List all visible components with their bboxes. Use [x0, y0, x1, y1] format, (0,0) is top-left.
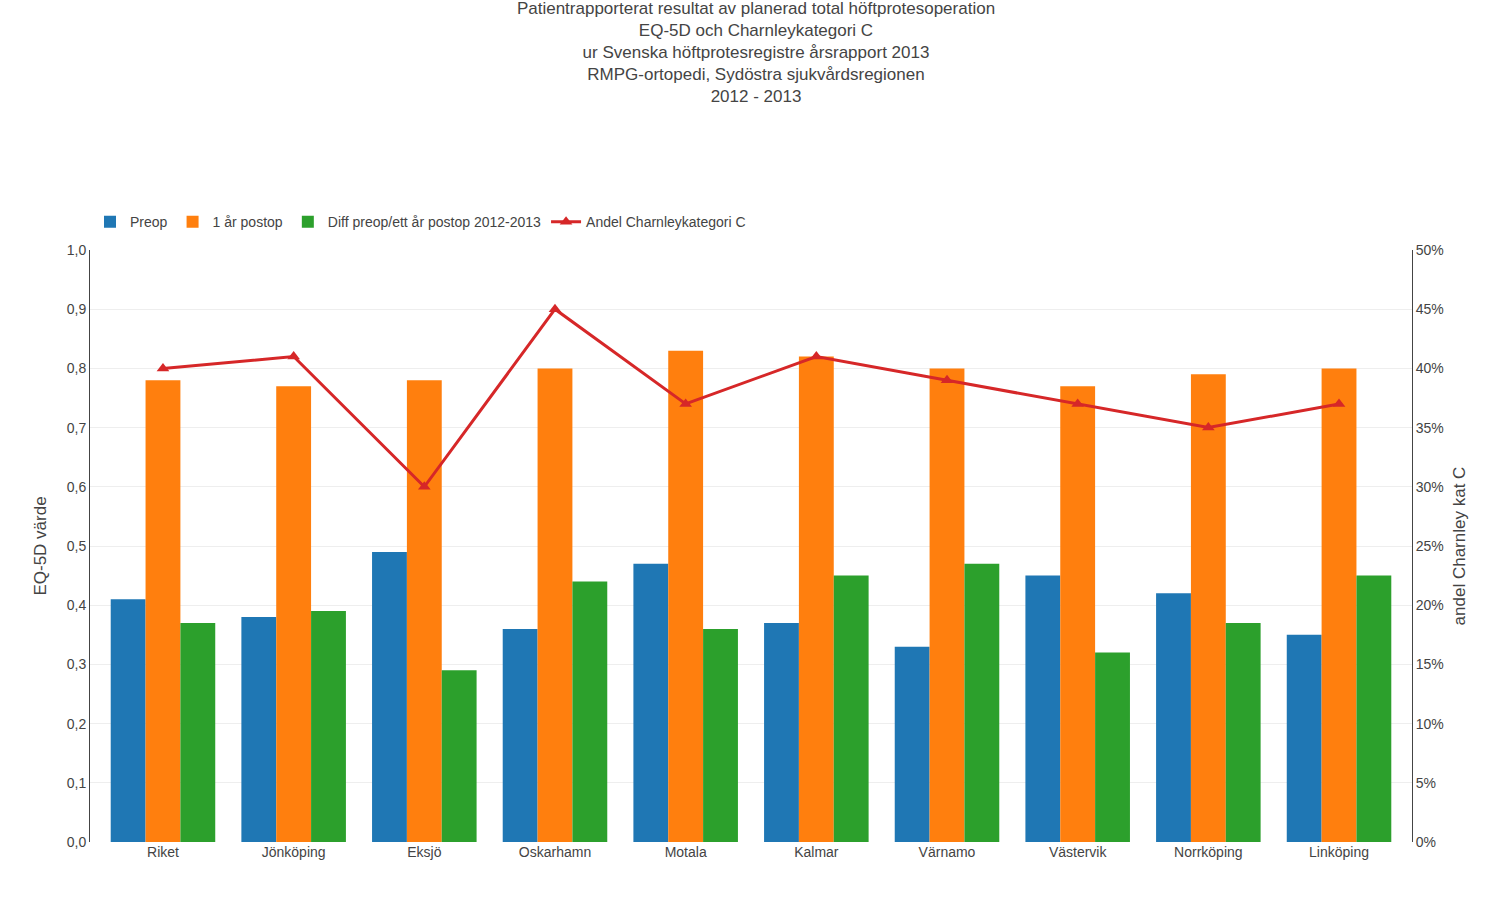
- svg-text:10%: 10%: [1416, 716, 1444, 732]
- svg-text:EQ-5D värde: EQ-5D värde: [31, 496, 50, 595]
- svg-text:1,0: 1,0: [67, 242, 87, 258]
- svg-text:35%: 35%: [1416, 420, 1444, 436]
- svg-text:Andel Charnleykategori C: Andel Charnleykategori C: [586, 214, 746, 230]
- svg-text:0,7: 0,7: [67, 420, 87, 436]
- svg-text:40%: 40%: [1416, 360, 1444, 376]
- svg-text:20%: 20%: [1416, 597, 1444, 613]
- svg-text:1 år postop: 1 år postop: [213, 214, 283, 230]
- svg-text:0,6: 0,6: [67, 479, 87, 495]
- svg-text:15%: 15%: [1416, 656, 1444, 672]
- svg-text:Oskarhamn: Oskarhamn: [519, 844, 591, 860]
- svg-text:Norrköping: Norrköping: [1174, 844, 1242, 860]
- svg-text:25%: 25%: [1416, 538, 1444, 554]
- svg-text:50%: 50%: [1416, 242, 1444, 258]
- svg-text:0,3: 0,3: [67, 656, 87, 672]
- svg-text:Jönköping: Jönköping: [262, 844, 326, 860]
- svg-text:45%: 45%: [1416, 301, 1444, 317]
- svg-text:Värnamo: Värnamo: [919, 844, 976, 860]
- svg-text:0%: 0%: [1416, 834, 1436, 850]
- svg-text:0,1: 0,1: [67, 775, 87, 791]
- svg-text:0,5: 0,5: [67, 538, 87, 554]
- svg-text:0,4: 0,4: [67, 597, 87, 613]
- svg-text:Eksjö: Eksjö: [407, 844, 441, 860]
- svg-text:0,0: 0,0: [67, 834, 87, 850]
- svg-text:andel Charnley kat C: andel Charnley kat C: [1450, 467, 1469, 626]
- svg-text:Patientrapporterat resultat av: Patientrapporterat resultat av planerad …: [517, 0, 995, 106]
- svg-text:Västervik: Västervik: [1049, 844, 1108, 860]
- svg-text:0,8: 0,8: [67, 360, 87, 376]
- svg-text:0,2: 0,2: [67, 716, 87, 732]
- svg-text:Riket: Riket: [147, 844, 179, 860]
- svg-text:0,9: 0,9: [67, 301, 87, 317]
- svg-text:Kalmar: Kalmar: [794, 844, 839, 860]
- svg-text:30%: 30%: [1416, 479, 1444, 495]
- svg-text:Diff preop/ett år postop 2012-: Diff preop/ett år postop 2012-2013: [328, 214, 541, 230]
- svg-text:Linköping: Linköping: [1309, 844, 1369, 860]
- svg-text:5%: 5%: [1416, 775, 1436, 791]
- svg-text:Preop: Preop: [130, 214, 168, 230]
- svg-text:Motala: Motala: [665, 844, 707, 860]
